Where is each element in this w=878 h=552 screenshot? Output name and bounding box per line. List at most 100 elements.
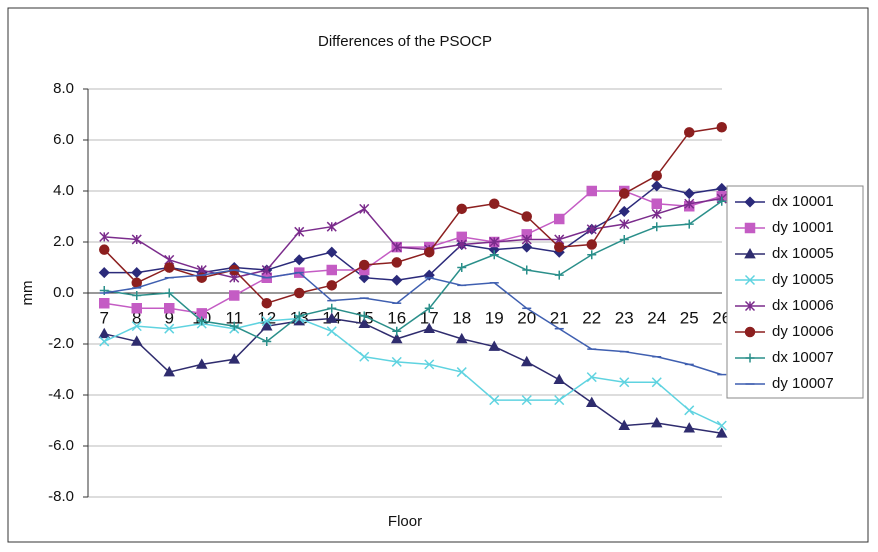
x-tick-label: 21	[550, 308, 569, 327]
marker	[456, 367, 467, 378]
legend: dx 10001 dy 10001 dx 10005 dy 10005 dx 10006…	[726, 185, 864, 399]
x-tick-label: 19	[485, 308, 504, 327]
x-tick-label: 9	[165, 308, 174, 327]
legend-label: dy 10005	[772, 271, 834, 288]
marker	[423, 322, 436, 334]
marker	[424, 303, 434, 313]
marker	[521, 234, 532, 245]
marker	[391, 257, 402, 268]
marker	[326, 221, 337, 232]
x-tick-label: 25	[680, 308, 699, 327]
marker	[489, 198, 500, 209]
y-tick-label: -4.0	[48, 386, 74, 403]
marker	[294, 311, 304, 321]
marker	[99, 336, 110, 347]
marker	[98, 327, 111, 339]
legend-label: dy 10001	[772, 219, 834, 236]
marker	[522, 265, 532, 275]
series	[99, 313, 727, 431]
marker	[326, 280, 337, 291]
marker	[261, 297, 272, 309]
series	[99, 196, 727, 346]
legend-label: dx 10007	[772, 349, 834, 366]
x-tick-label: 7	[100, 308, 109, 327]
chart-frame	[7, 7, 869, 543]
marker	[651, 208, 662, 219]
legend-label: dx 10005	[772, 245, 834, 262]
marker	[586, 372, 597, 383]
marker	[358, 272, 370, 284]
marker	[261, 316, 272, 327]
marker	[294, 287, 305, 299]
marker	[521, 241, 533, 253]
marker	[554, 241, 565, 253]
series-line	[103, 126, 722, 305]
marker	[554, 395, 565, 406]
marker	[717, 196, 727, 206]
marker	[521, 395, 532, 406]
marker	[652, 222, 662, 232]
marker	[651, 170, 662, 181]
marker	[650, 417, 663, 428]
marker	[651, 180, 663, 192]
x-tick-label: 24	[647, 308, 666, 327]
y-tick-label: -6.0	[48, 437, 74, 454]
marker	[197, 316, 207, 326]
marker	[651, 377, 662, 388]
marker	[587, 250, 597, 260]
marker	[325, 312, 338, 323]
legend-label: dx 10001	[772, 193, 834, 210]
marker	[744, 222, 756, 234]
marker	[326, 246, 338, 258]
y-tick-label: -8.0	[48, 488, 74, 505]
marker	[164, 323, 175, 334]
marker	[359, 351, 370, 362]
marker	[424, 359, 435, 370]
x-axis-label: Floor	[388, 513, 422, 530]
marker	[228, 353, 241, 364]
marker	[131, 303, 142, 314]
marker	[619, 188, 630, 199]
marker	[164, 303, 175, 314]
marker	[195, 358, 208, 369]
x-tick-label: 20	[517, 308, 536, 327]
marker	[489, 395, 500, 406]
marker	[715, 427, 728, 438]
marker	[619, 234, 629, 244]
marker	[683, 187, 695, 200]
marker	[229, 290, 240, 301]
marker	[131, 277, 142, 289]
y-tick-label: 6.0	[53, 131, 74, 148]
marker	[716, 420, 727, 431]
chart-title: Differences of the PSOCP	[318, 33, 492, 50]
marker	[716, 122, 727, 133]
marker	[744, 247, 756, 259]
marker	[744, 274, 756, 286]
marker	[196, 308, 207, 319]
marker	[554, 213, 565, 225]
marker	[489, 250, 499, 260]
marker	[98, 267, 110, 279]
marker	[390, 332, 403, 344]
marker	[163, 366, 176, 377]
marker	[132, 291, 142, 301]
marker	[456, 231, 467, 243]
marker	[457, 263, 467, 272]
marker	[130, 335, 143, 346]
marker	[489, 236, 500, 248]
marker	[358, 317, 371, 328]
marker	[391, 274, 403, 286]
marker	[456, 239, 467, 250]
marker	[164, 288, 174, 298]
marker	[131, 321, 142, 332]
marker	[619, 219, 630, 230]
marker	[745, 353, 755, 363]
x-tick-label: 11	[225, 308, 243, 327]
marker	[554, 270, 564, 280]
y-tick-label: 2.0	[53, 233, 74, 250]
x-tick-label: 18	[452, 308, 471, 327]
marker	[488, 340, 501, 351]
marker	[684, 219, 694, 229]
